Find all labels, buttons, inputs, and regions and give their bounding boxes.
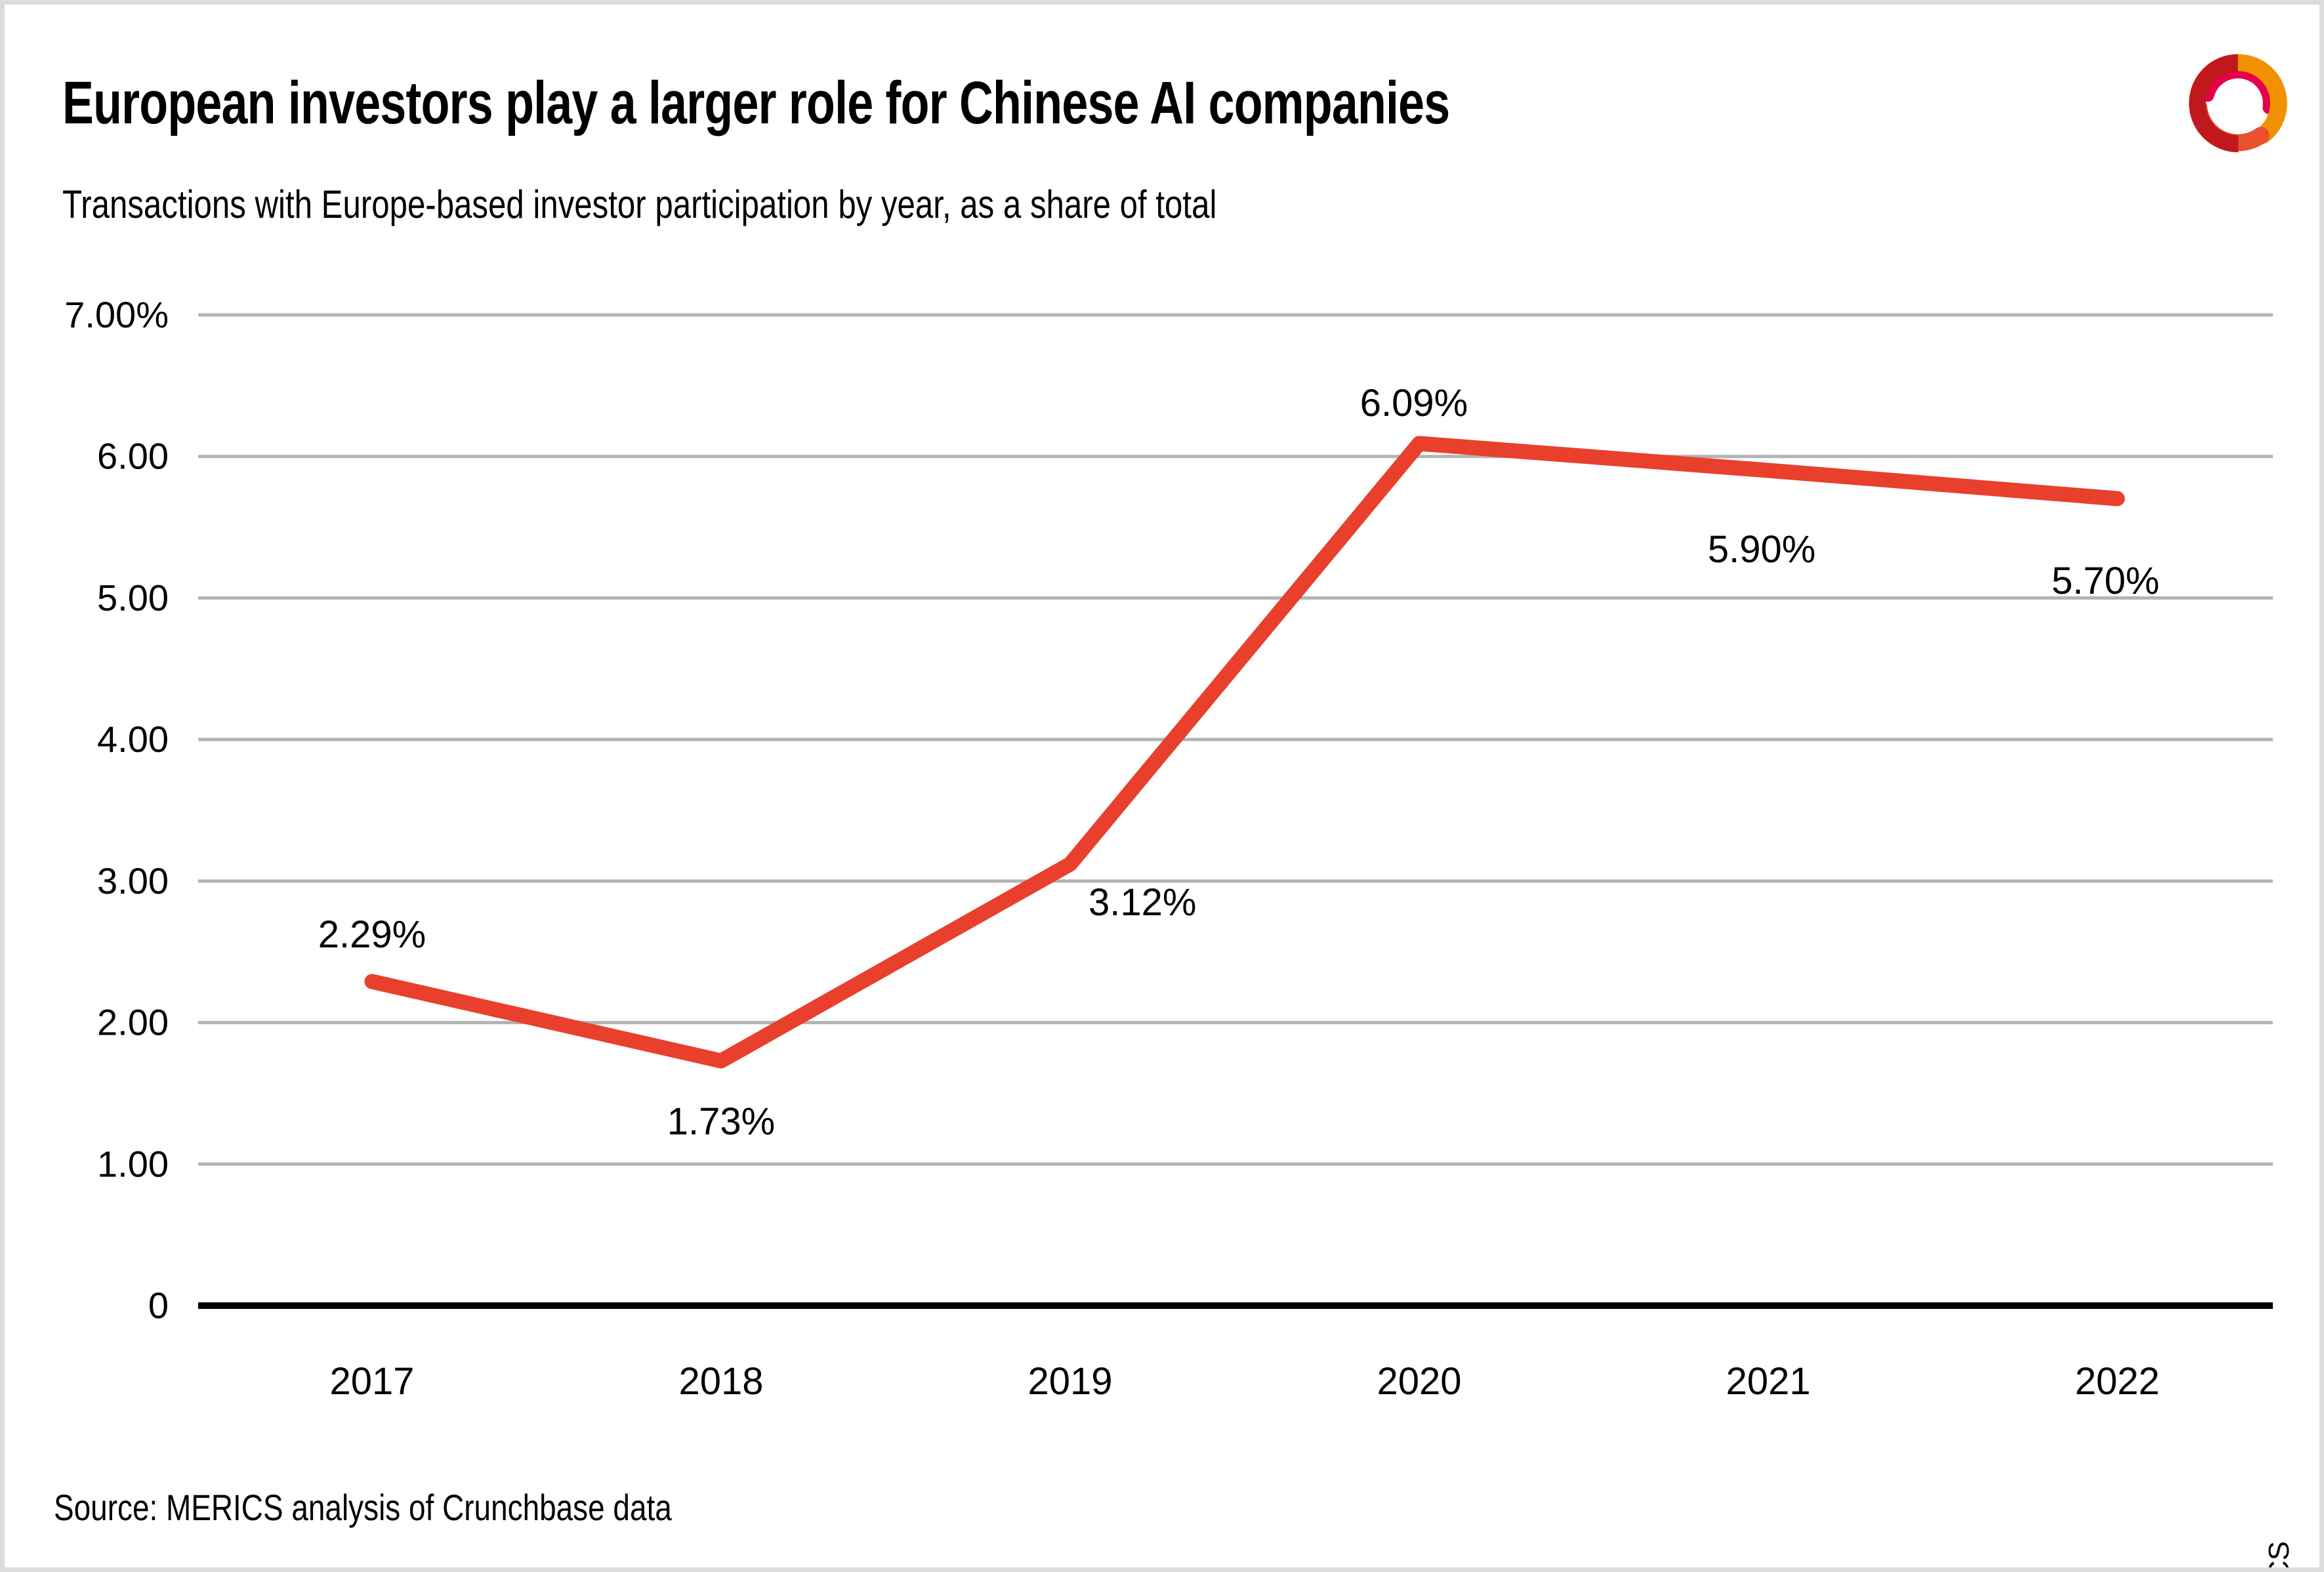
y-axis-tick-label-5: 5.00	[97, 577, 169, 618]
y-axis-tick-label-1: 1.00	[97, 1143, 169, 1184]
x-axis-label-2017: 2017	[329, 1360, 414, 1403]
y-axis-tick-label-3: 3.00	[97, 860, 169, 901]
y-axis-tick-label-4: 4.00	[97, 718, 169, 760]
data-point-label-2018: 1.73%	[667, 1100, 775, 1143]
x-axis-label-2022: 2022	[2075, 1360, 2159, 1403]
x-axis-label-2018: 2018	[678, 1360, 763, 1403]
page-title: European investors play a larger role fo…	[62, 70, 1450, 136]
line-chart: 0 1.00 2.00 3.00 4.00 5.00 6.00 7.00% 2017 2018 20…	[64, 294, 2273, 1403]
y-axis-tick-label-6: 6.00	[97, 436, 169, 477]
y-axis-tick-label-7: 7.00%	[64, 294, 169, 335]
data-series-line	[364, 436, 2125, 1069]
data-point-label-2019: 3.12%	[1089, 881, 1196, 924]
logo-arc-magenta	[2199, 64, 2277, 142]
x-axis-label-2019: 2019	[1027, 1360, 1112, 1403]
y-axis-tick-label-2: 2.00	[97, 1002, 169, 1043]
copyright-note: © MERICS	[2263, 1541, 2296, 1567]
data-point-label-2022: 5.70%	[2052, 560, 2159, 602]
data-point-label-2021: 5.90%	[1708, 528, 1816, 571]
x-axis-label-2021: 2021	[1726, 1360, 1810, 1403]
merics-logo-icon	[2189, 54, 2287, 153]
page-subtitle: Transactions with Europe-based investor …	[62, 182, 1217, 226]
x-axis-label-2020: 2020	[1377, 1360, 1461, 1403]
data-point-label-2017: 2.29%	[318, 913, 426, 956]
y-axis-tick-label-0: 0	[148, 1285, 169, 1326]
logo-arc-dark-red	[2189, 54, 2287, 153]
source-note: Source: MERICS analysis of Crunchbase da…	[54, 1487, 672, 1528]
data-point-label-2020: 6.09%	[1360, 382, 1468, 424]
